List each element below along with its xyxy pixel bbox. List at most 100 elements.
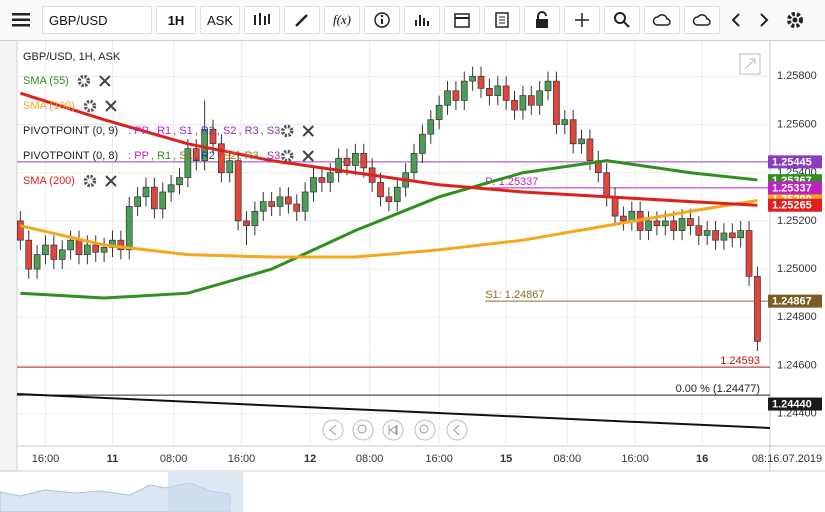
legend-part: , R3 — [238, 150, 258, 162]
candle-body — [360, 153, 368, 169]
side-button[interactable]: ASK — [200, 6, 240, 34]
settings-icon[interactable] — [83, 99, 97, 113]
candle-body — [695, 225, 703, 236]
candle-body — [435, 104, 443, 121]
remove-icon[interactable] — [302, 125, 314, 137]
candle-body — [75, 239, 83, 255]
legend-part: , R1 — [151, 125, 171, 137]
scroll-right[interactable] — [446, 419, 468, 441]
price-tag — [768, 155, 822, 169]
level-label: 1.24593 — [720, 355, 760, 367]
candle-body — [100, 247, 108, 253]
candle-body — [452, 90, 460, 101]
settings-icon[interactable] — [77, 74, 91, 88]
candle-body — [192, 148, 200, 162]
x-tick-label: 16:00 — [228, 453, 256, 465]
prev-button[interactable] — [724, 6, 748, 34]
candle-body — [142, 186, 150, 198]
chart-type-button[interactable] — [244, 6, 280, 34]
candle-body — [335, 157, 342, 174]
settings-icon[interactable] — [83, 174, 97, 188]
candle-body — [712, 230, 719, 241]
legend-title: GBP/USD, 1H, ASK — [23, 51, 121, 63]
candle-body — [511, 100, 518, 111]
draw-button[interactable] — [284, 6, 320, 34]
x-tick-label: 08:00 — [160, 453, 188, 465]
candle-body — [678, 218, 686, 231]
symbol: GBP/USD — [49, 12, 108, 28]
download-button[interactable] — [684, 6, 720, 34]
candle-body — [301, 191, 309, 212]
lock-button[interactable] — [524, 6, 560, 34]
candle-body — [276, 196, 284, 207]
volume-button[interactable] — [404, 6, 440, 34]
remove-icon[interactable] — [302, 150, 314, 162]
candle-body — [469, 75, 477, 82]
x-tick-label: 08:00 — [356, 453, 384, 465]
candle-body — [209, 128, 217, 145]
candle-body — [17, 220, 24, 241]
calendar-button[interactable] — [444, 6, 480, 34]
interval-button[interactable]: 1H — [156, 6, 196, 34]
candle-body — [494, 85, 502, 96]
price-tag — [768, 181, 822, 195]
symbol-box[interactable]: GBP/USD — [42, 6, 152, 34]
scroll-left[interactable] — [322, 419, 344, 441]
candle-body — [184, 148, 192, 178]
remove-icon[interactable] — [99, 75, 111, 87]
settings-button[interactable] — [780, 6, 810, 34]
settings-icon[interactable] — [281, 124, 294, 138]
candle-body — [167, 184, 175, 193]
crosshair-button[interactable] — [564, 6, 600, 34]
candle-body — [460, 80, 468, 101]
x-tick-label: 12 — [304, 453, 316, 465]
x-tick-label: 16:00 — [621, 453, 649, 465]
candle-body — [419, 133, 426, 154]
remove-icon[interactable] — [105, 100, 117, 112]
remove-icon[interactable] — [105, 175, 117, 187]
reset[interactable] — [382, 419, 404, 441]
candle-body — [318, 177, 326, 183]
upload-button[interactable] — [644, 6, 680, 34]
candle-body — [159, 191, 167, 210]
zoom-button[interactable] — [604, 6, 640, 34]
export-arrow — [744, 58, 756, 70]
trend-line — [17, 393, 770, 429]
legend-part: , S3 — [261, 125, 281, 137]
zoom-controls — [322, 419, 468, 441]
indicator-button[interactable]: f(x) — [324, 6, 360, 34]
news-button[interactable] — [484, 6, 520, 34]
current-time: 08:16.07.2019 — [752, 453, 822, 465]
zoom-out[interactable] — [352, 419, 374, 441]
y-tick-label: 1.24400 — [777, 408, 817, 420]
x-tick-label: 16:00 — [32, 453, 60, 465]
candle-body — [703, 230, 711, 236]
x-tick-label: 16:00 — [425, 453, 453, 465]
x-tick-label: 08:00 — [554, 453, 582, 465]
candle-body — [326, 172, 334, 183]
navigator — [0, 472, 825, 512]
legend-label: PIVOTPOINT (0, 9) — [23, 125, 118, 137]
candle-body — [42, 244, 49, 255]
legend-part: , R1 — [151, 150, 171, 162]
candle-body — [310, 177, 317, 193]
export-icon[interactable] — [739, 53, 761, 75]
info-button[interactable] — [364, 6, 400, 34]
candle-body — [645, 220, 652, 231]
candle-body — [444, 90, 451, 106]
candle-body — [134, 196, 141, 207]
candle-body — [50, 244, 58, 260]
candle-body — [393, 186, 401, 202]
zoom-in[interactable] — [414, 419, 436, 441]
next-button[interactable] — [752, 6, 776, 34]
settings-icon[interactable] — [281, 149, 294, 163]
legend-label: SMA (200) — [23, 175, 75, 187]
menu-button[interactable] — [4, 6, 38, 34]
candle-body — [385, 196, 393, 202]
candle-body — [544, 80, 552, 92]
legend-part: , S1 — [173, 125, 193, 137]
candle-body — [67, 239, 74, 251]
x-tick-label: 11 — [107, 453, 119, 465]
